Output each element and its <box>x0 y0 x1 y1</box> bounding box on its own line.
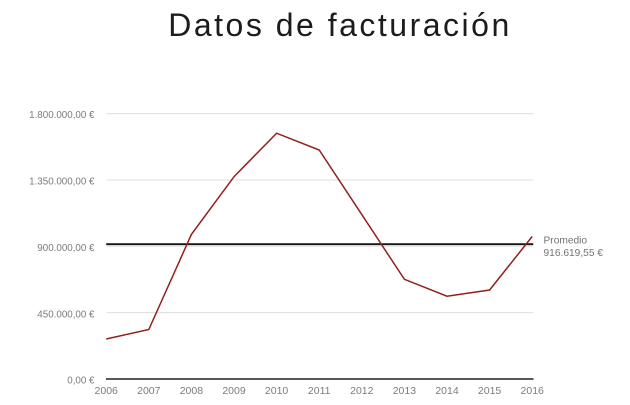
svg-text:2009: 2009 <box>222 385 246 397</box>
svg-text:2010: 2010 <box>265 385 289 397</box>
svg-text:1.350.000,00 €: 1.350.000,00 € <box>29 177 95 188</box>
svg-text:0,00 €: 0,00 € <box>67 376 95 387</box>
svg-text:900.000,00 €: 900.000,00 € <box>37 243 95 254</box>
svg-text:2006: 2006 <box>95 385 119 397</box>
svg-text:2012: 2012 <box>350 385 374 397</box>
svg-text:2016: 2016 <box>521 385 545 397</box>
svg-text:2008: 2008 <box>180 385 204 397</box>
svg-text:2011: 2011 <box>308 385 331 397</box>
svg-text:2007: 2007 <box>137 385 161 397</box>
svg-text:Datos de facturación: Datos de facturación <box>168 7 512 43</box>
svg-text:2015: 2015 <box>478 385 502 397</box>
svg-text:2013: 2013 <box>393 385 417 397</box>
svg-text:2014: 2014 <box>435 385 459 397</box>
svg-text:450.000,00 €: 450.000,00 € <box>37 309 95 320</box>
svg-text:Promedio: Promedio <box>544 236 588 247</box>
svg-text:1.800.000,00 €: 1.800.000,00 € <box>29 110 95 121</box>
svg-text:916.619,55 €: 916.619,55 € <box>544 248 604 259</box>
